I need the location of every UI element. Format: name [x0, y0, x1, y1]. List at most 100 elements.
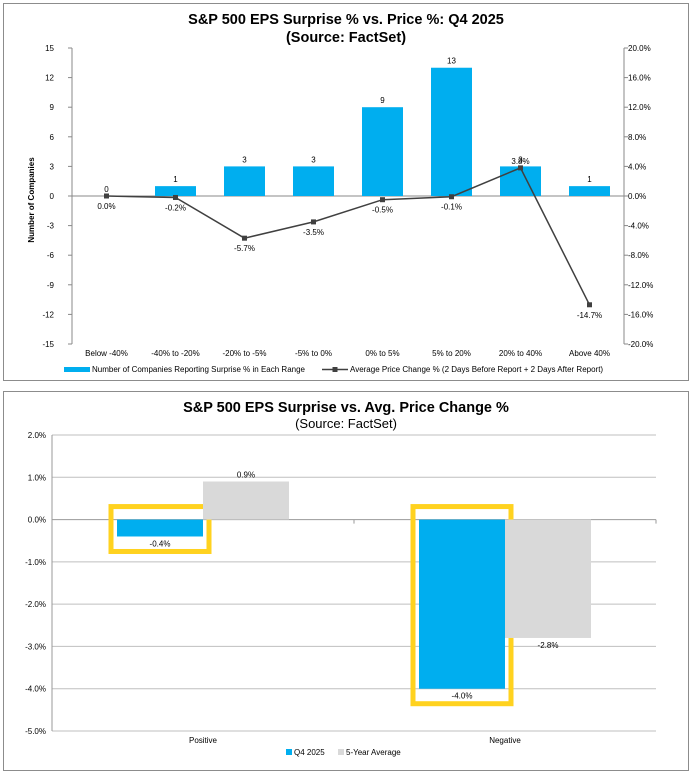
- chart1-left-tick-label: 9: [50, 103, 55, 112]
- chart2-bar-label: 0.9%: [237, 471, 255, 480]
- chart2-y-tick-label: 1.0%: [28, 473, 46, 482]
- chart1-bar-label: 3: [518, 155, 523, 164]
- chart1-right-tick-label: -4.0%: [628, 222, 649, 231]
- chart2-subtitle: (Source: FactSet): [295, 416, 397, 431]
- chart2-legend-label: 5-Year Average: [346, 748, 401, 757]
- chart1-bar-label: 3: [311, 155, 316, 164]
- chart1-bar-label: 1: [587, 175, 592, 184]
- chart2-y-tick-label: -5.0%: [25, 727, 46, 736]
- chart1-category-label: -5% to 0%: [295, 349, 332, 358]
- chart1-right-tick-label: 12.0%: [628, 103, 651, 112]
- chart1-left-tick-label: 0: [50, 192, 55, 201]
- chart1-left-tick-label: -9: [47, 281, 55, 290]
- chart1-left-tick-label: -15: [42, 340, 54, 349]
- chart1-category-label: Above 40%: [569, 349, 610, 358]
- chart1-right-tick-label: 0.0%: [628, 192, 646, 201]
- chart1-category-label: -20% to -5%: [222, 349, 266, 358]
- chart2-bar: [419, 519, 505, 689]
- chart1-category-label: 0% to 5%: [365, 349, 399, 358]
- chart2-category-label: Negative: [489, 736, 521, 745]
- chart1-right-tick-label: 8.0%: [628, 133, 646, 142]
- chart1-left-tick-label: 3: [50, 162, 55, 171]
- chart2-title: S&P 500 EPS Surprise vs. Avg. Price Chan…: [183, 400, 509, 416]
- chart1-title: S&P 500 EPS Surprise % vs. Price %: Q4 2…: [188, 12, 504, 28]
- chart2-label-bg: [119, 537, 201, 550]
- chart1-right-tick-label: -8.0%: [628, 251, 649, 260]
- chart2-legend-swatch: [338, 749, 344, 755]
- chart1-right-tick-label: -16.0%: [628, 310, 653, 319]
- chart1-line-label: 0.0%: [97, 202, 115, 211]
- chart1-right-tick-label: -12.0%: [628, 281, 653, 290]
- chart1-right-tick-label: 4.0%: [628, 162, 646, 171]
- chart1-right-tick-label: -20.0%: [628, 340, 653, 349]
- chart1-bar: [569, 186, 610, 196]
- chart1-bar: [155, 186, 196, 196]
- chart1-left-tick-label: 6: [50, 133, 55, 142]
- chart2-bar-label: -4.0%: [452, 692, 473, 701]
- chart1-line-point: [518, 165, 523, 171]
- chart1-bar-label: 13: [447, 57, 456, 66]
- chart2-legend-swatch: [286, 749, 292, 755]
- chart1-line-label: -14.7%: [577, 311, 602, 320]
- chart1-bar-label: 0: [104, 185, 109, 194]
- chart1-left-tick-label: -6: [47, 251, 55, 260]
- chart2-label-bg: [421, 689, 503, 702]
- chart1-line-label: 3.8%: [511, 157, 529, 166]
- chart2-svg: S&P 500 EPS Surprise vs. Avg. Price Chan…: [25, 400, 657, 757]
- chart1-legend-bar-label: Number of Companies Reporting Surprise %…: [92, 365, 306, 374]
- chart1-bar-label: 9: [380, 96, 385, 105]
- chart1-y-axis-label: Number of Companies: [27, 157, 36, 243]
- chart1-legend-bar-swatch: [64, 367, 90, 372]
- chart1-category-label: 5% to 20%: [432, 349, 471, 358]
- chart1-svg: S&P 500 EPS Surprise % vs. Price %: Q4 2…: [27, 12, 653, 374]
- chart1-category-label: 20% to 40%: [499, 349, 542, 358]
- chart1-right-tick-label: 20.0%: [628, 44, 651, 53]
- chart-panel-eps-surprise-vs-price: S&P 500 EPS Surprise % vs. Price %: Q4 2…: [3, 3, 689, 381]
- chart1-line-label: -0.2%: [165, 203, 186, 212]
- chart1-left-tick-label: -12: [42, 310, 54, 319]
- chart1-category-label: -40% to -20%: [151, 349, 199, 358]
- chart1-line-label: -3.5%: [303, 228, 324, 237]
- chart1-line-point: [311, 219, 316, 225]
- chart1-left-tick-label: 12: [45, 74, 54, 83]
- chart1-left-tick-label: -3: [47, 222, 55, 231]
- chart1-line-point: [242, 235, 247, 241]
- chart1-bar: [293, 166, 334, 196]
- chart1-bar: [224, 166, 265, 196]
- chart1-line-point: [449, 194, 454, 200]
- chart1-legend-line-marker: [332, 367, 338, 372]
- chart2-y-tick-label: -1.0%: [25, 558, 46, 567]
- chart2-bar: [505, 519, 591, 638]
- chart2-bar-label: -0.4%: [150, 539, 171, 548]
- chart1-category-label: Below -40%: [85, 349, 128, 358]
- chart1-left-tick-label: 15: [45, 44, 54, 53]
- chart1-line-point: [173, 194, 178, 200]
- chart2-y-tick-label: -2.0%: [25, 600, 46, 609]
- chart2-y-tick-label: -3.0%: [25, 642, 46, 651]
- chart2-legend-label: Q4 2025: [294, 748, 325, 757]
- chart2-bar: [117, 519, 203, 537]
- chart1-line-point: [587, 302, 592, 308]
- chart1-line-point: [104, 193, 109, 199]
- chart1-line-label: -0.1%: [441, 203, 462, 212]
- chart1-legend-line-label: Average Price Change % (2 Days Before Re…: [350, 365, 603, 374]
- chart1-bar-label: 1: [173, 175, 178, 184]
- chart1-line-label: -0.5%: [372, 206, 393, 215]
- chart1-bar: [431, 67, 472, 196]
- chart2-category-label: Positive: [189, 736, 218, 745]
- chart1-right-tick-label: 16.0%: [628, 74, 651, 83]
- chart1-bar: [500, 166, 541, 196]
- chart1-price-line: [106, 166, 591, 306]
- chart-panel-avg-price-change: S&P 500 EPS Surprise vs. Avg. Price Chan…: [3, 391, 689, 771]
- chart1-bar-label: 3: [242, 155, 247, 164]
- chart2-bar-label: -2.8%: [538, 641, 559, 650]
- chart1-line-label: -5.7%: [234, 244, 255, 253]
- chart1-bar: [362, 107, 403, 196]
- chart2-highlight-box: [108, 504, 212, 554]
- chart2-y-tick-label: 0.0%: [28, 516, 46, 525]
- chart1-subtitle: (Source: FactSet): [286, 30, 406, 46]
- chart2-y-tick-label: 2.0%: [28, 431, 46, 440]
- chart2-bar: [203, 481, 289, 520]
- chart2-y-tick-label: -4.0%: [25, 685, 46, 694]
- chart1-line-point: [380, 197, 385, 203]
